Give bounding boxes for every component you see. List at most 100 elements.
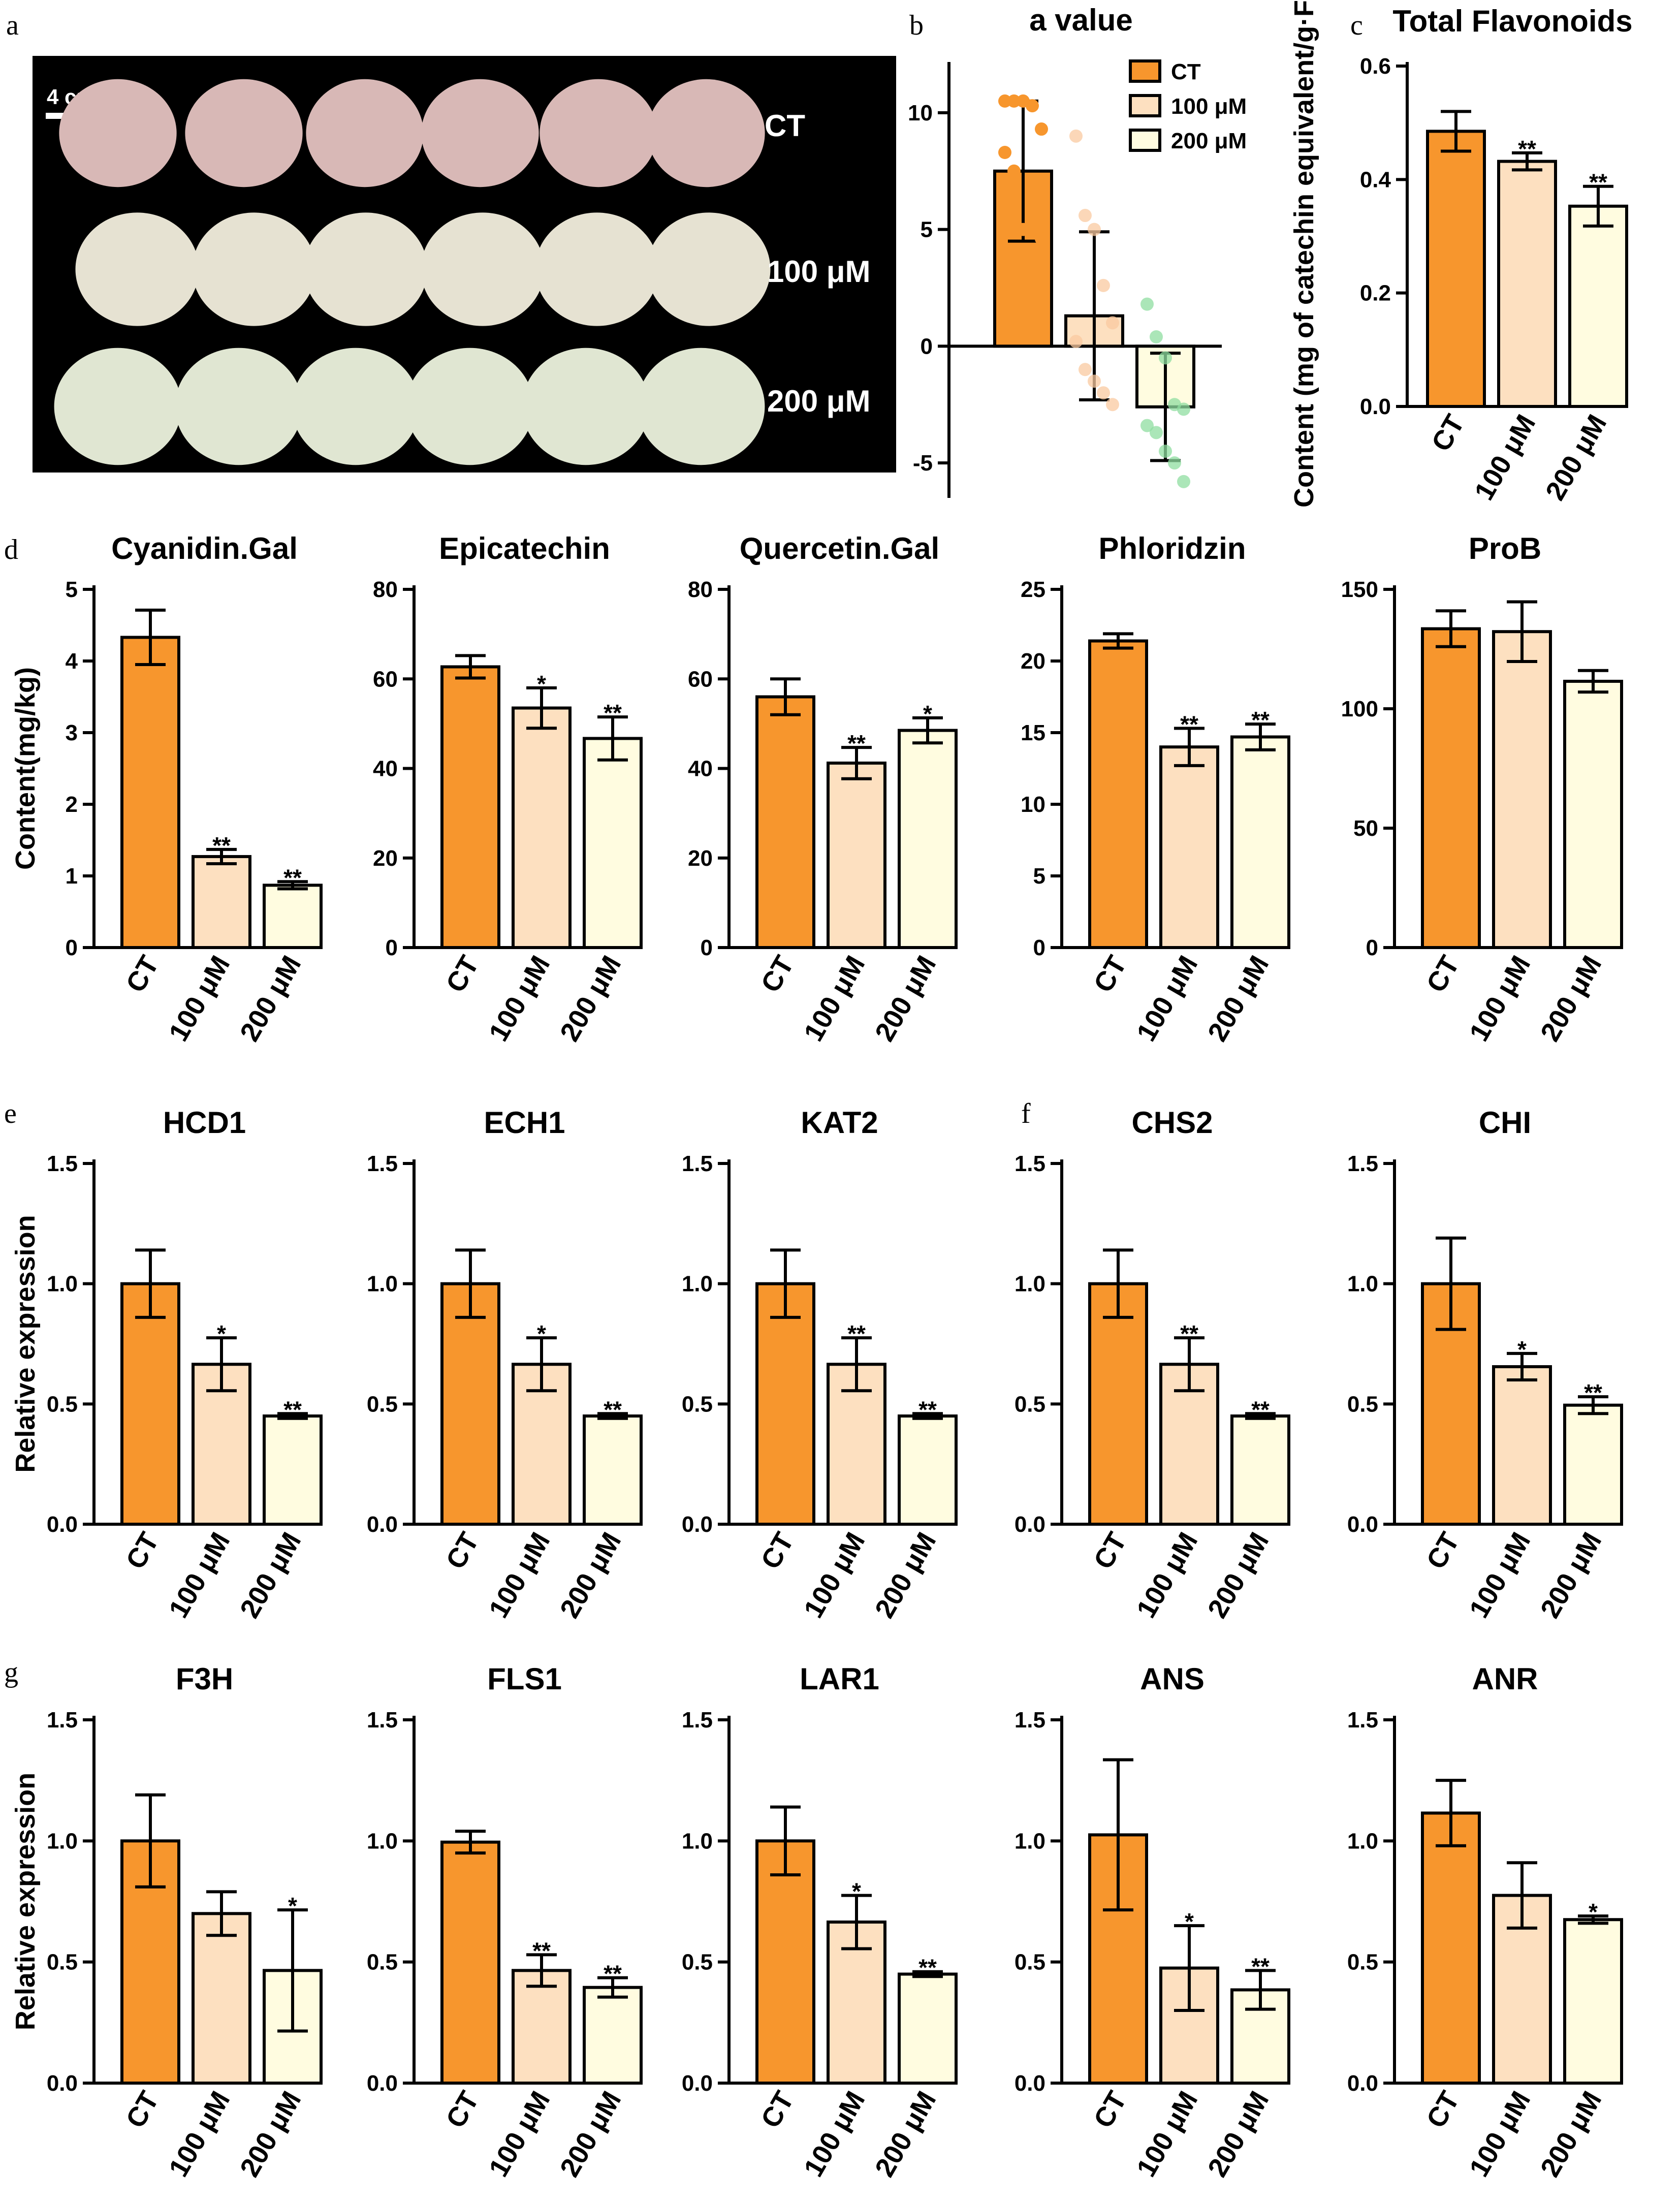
x-tick-label-2: 100 μM (798, 951, 871, 1047)
bar-1 (755, 695, 815, 949)
x-tick-label-3: 200 μM (869, 1527, 942, 1623)
y-tick-label: 0.5 (682, 1392, 713, 1417)
chart-b: b a value -5 0 5 10 CT 100 μM 200 μM (908, 3, 1247, 498)
x-tick-label-2: 100 μM (798, 2086, 871, 2182)
y-tick-label: 1.0 (682, 1272, 713, 1297)
significance-3: ** (918, 1396, 937, 1423)
x-tick-label-1: CT (1088, 951, 1132, 997)
x-tick-label-3: 200 μM (1540, 410, 1613, 506)
data-point (1106, 398, 1119, 412)
y-tick-label: 0.5 (367, 1392, 398, 1417)
chart-title: Cyanidin.Gal (111, 531, 298, 565)
row-label-100: 100 μM (767, 255, 870, 289)
data-point (1088, 223, 1101, 236)
panel-letter-a: a (6, 10, 19, 41)
data-point (1017, 223, 1030, 236)
apple-r2-c5 (535, 212, 659, 326)
apple-r2-c4 (421, 212, 545, 326)
x-tick-label-3: 200 μM (554, 1527, 627, 1623)
x-tick-label-2: 100 μM (483, 951, 556, 1047)
bar-3 (1230, 1414, 1290, 1526)
chart-title: ANS (1140, 1662, 1204, 1696)
y-tick-label: 15 (1021, 720, 1045, 745)
y-tick-label: 20 (373, 846, 398, 871)
y-tick-label: 1.5 (682, 1708, 713, 1733)
y-tick-label: 20 (1021, 649, 1045, 674)
chart-c: c Total Flavonoids Content (mg of catechin… (1289, 0, 1633, 508)
y-tick-label: 80 (373, 577, 398, 602)
bar-3 (1563, 1918, 1623, 2085)
chart-d1: d Cyanidin.Gal Content(mg/kg) 0 1 2 3 4 5 CT ** 100… (4, 531, 323, 1047)
y-tick-label: 0.0 (682, 2071, 713, 2096)
data-point (1026, 99, 1039, 113)
significance-2: * (217, 1320, 226, 1347)
x-tick-label-2: 100 μM (163, 1527, 236, 1623)
bar-1 (1421, 1811, 1481, 2085)
y-tick-label: 2 (66, 792, 78, 817)
chart-title: ANR (1472, 1662, 1538, 1696)
x-tick-label-1: CT (1420, 1527, 1465, 1574)
significance-3: * (1589, 1899, 1598, 1925)
x-tick-label-2: 100 μM (483, 1527, 556, 1623)
x-tick-label-3: 200 μM (1202, 2086, 1275, 2182)
x-tick-label-1: CT (120, 2086, 165, 2133)
x-tick-label-1: CT (755, 1527, 800, 1574)
legend-swatch-1 (1129, 59, 1161, 83)
x-tick-label-2: 100 μM (1464, 1527, 1537, 1623)
y-tick-label: 1.5 (1015, 1151, 1045, 1176)
data-point (1106, 316, 1119, 330)
y-tick-label: 0.2 (1360, 281, 1391, 306)
y-tick-label: 1.5 (367, 1708, 398, 1733)
y-tick-label: 25 (1021, 577, 1045, 602)
y-tick-label: 0.5 (1015, 1950, 1045, 1975)
x-tick-label-2: 100 μM (1131, 2086, 1204, 2182)
y-tick-label: 80 (688, 577, 713, 602)
data-point (1140, 297, 1154, 311)
chart-g3: LAR1 0.0 0.5 1.0 1.5 CT * 100 μM ** 200 μM (682, 1662, 958, 2182)
y-tick-label: 100 (1341, 697, 1378, 721)
x-tick-label-1: CT (120, 951, 165, 997)
y-tick-label: 60 (373, 667, 398, 691)
x-tick-label-3: 200 μM (234, 2086, 307, 2182)
significance-2: ** (532, 1937, 551, 1964)
panel-letter-g: g (4, 1657, 18, 1688)
bar-3 (898, 729, 958, 949)
y-tick-label: 1.0 (682, 1829, 713, 1853)
y-tick-label: 0 (1366, 935, 1378, 960)
apple-r1-c4 (421, 79, 539, 187)
bar-1 (1421, 627, 1481, 950)
bar-3 (583, 1986, 643, 2085)
y-tick-label: 1.0 (47, 1272, 78, 1297)
data-point (1177, 475, 1190, 488)
x-tick-label-2: 100 μM (163, 951, 236, 1047)
apple-r3-c2 (175, 348, 303, 465)
data-point (1088, 374, 1101, 388)
row-label-ct: CT (765, 109, 805, 143)
data-point (1007, 164, 1021, 178)
y-tick-label: 1.5 (1347, 1708, 1378, 1733)
bar-2 (1497, 160, 1557, 408)
x-tick-label-2: 100 μM (1131, 951, 1204, 1047)
data-point (1168, 456, 1181, 470)
data-point (1035, 232, 1048, 245)
y-tick-label: 50 (1353, 816, 1378, 841)
chart-d2: Epicatechin 0 20 40 60 80 CT * 100 μM ** 200 μM (373, 531, 643, 1047)
bar-2 (1492, 1365, 1552, 1526)
x-tick-label-2: 100 μM (1464, 951, 1537, 1047)
y-tick-label: 1 (66, 864, 78, 889)
x-tick-label-2: 100 μM (1131, 1527, 1204, 1623)
y-tick-label: 1.5 (682, 1151, 713, 1176)
significance-2: ** (1180, 1320, 1198, 1347)
significance-3: ** (283, 864, 302, 891)
x-tick-label-3: 200 μM (869, 2086, 942, 2182)
x-tick-label-1: CT (1088, 1527, 1132, 1574)
data-point (1079, 209, 1092, 223)
significance-3: ** (283, 1396, 302, 1423)
data-point (1069, 335, 1083, 349)
y-tick-label: 5 (1033, 864, 1045, 889)
chart-d3: Quercetin.Gal 0 20 40 60 80 CT ** 100 μM * 200 μM (688, 531, 958, 1047)
bar-1 (440, 1282, 500, 1526)
significance-3: ** (918, 1955, 937, 1981)
